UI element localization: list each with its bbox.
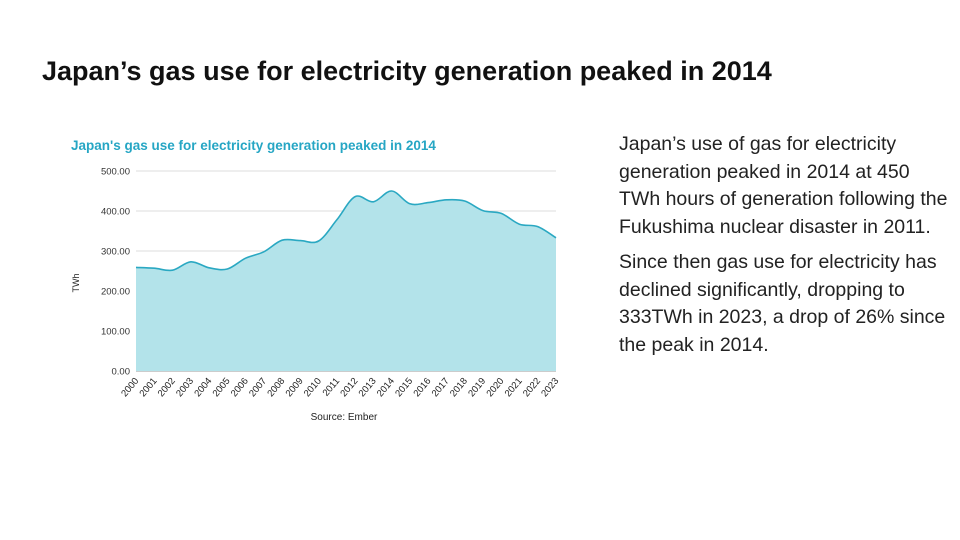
- x-tick-label: 2012: [338, 376, 360, 399]
- x-tick-label: 2002: [156, 376, 178, 399]
- x-tick-label: 2007: [247, 376, 269, 399]
- y-tick-label: 100.00: [101, 327, 130, 338]
- x-tick-label: 2017: [430, 376, 452, 399]
- x-tick-label: 2014: [375, 376, 397, 399]
- area-chart: Japan's gas use for electricity generati…: [60, 128, 580, 428]
- y-axis-ticks: 0.00 100.00 200.00 300.00 400.00 500.00: [101, 167, 130, 378]
- x-tick-label: 2005: [211, 376, 233, 399]
- x-tick-label: 2011: [321, 376, 343, 399]
- series-area-fill: [136, 190, 556, 371]
- y-tick-label: 0.00: [112, 367, 131, 378]
- x-tick-label: 2022: [521, 376, 543, 399]
- y-tick-label: 200.00: [101, 287, 130, 298]
- x-tick-label: 2009: [284, 376, 306, 399]
- x-tick-label: 2006: [229, 376, 251, 399]
- chart-series: [135, 190, 557, 371]
- y-tick-label: 500.00: [101, 167, 130, 178]
- y-tick-label: 400.00: [101, 207, 130, 218]
- x-tick-label: 2023: [539, 376, 561, 399]
- x-axis-ticks: 2000200120022003200420052006200720082009…: [119, 376, 561, 399]
- slide-title: Japan’s gas use for electricity generati…: [42, 56, 772, 86]
- x-tick-label: 2001: [138, 376, 160, 399]
- x-tick-label: 2004: [192, 376, 214, 399]
- chart-title: Japan's gas use for electricity generati…: [71, 138, 436, 153]
- x-tick-label: 2013: [357, 376, 379, 399]
- x-tick-label: 2021: [503, 376, 525, 399]
- chart-source: Source: Ember: [311, 412, 378, 423]
- x-tick-label: 2003: [174, 376, 196, 399]
- chart-svg: Japan's gas use for electricity generati…: [71, 138, 561, 423]
- x-tick-label: 2019: [466, 376, 488, 399]
- series-line: [135, 190, 557, 272]
- x-tick-label: 2016: [411, 376, 433, 399]
- x-tick-label: 2000: [119, 376, 141, 399]
- y-axis-label: TWh: [71, 274, 81, 293]
- x-tick-label: 2008: [265, 376, 287, 399]
- x-tick-label: 2020: [485, 376, 507, 399]
- x-tick-label: 2010: [302, 376, 324, 399]
- body-paragraph-1: Japan’s use of gas for electricity gener…: [619, 133, 948, 238]
- x-tick-label: 2018: [448, 376, 470, 399]
- y-tick-label: 300.00: [101, 247, 130, 258]
- body-text: Japan’s use of gas for electricity gener…: [619, 131, 954, 367]
- body-paragraph-2: Since then gas use for electricity has d…: [619, 251, 946, 356]
- x-tick-label: 2015: [393, 376, 415, 399]
